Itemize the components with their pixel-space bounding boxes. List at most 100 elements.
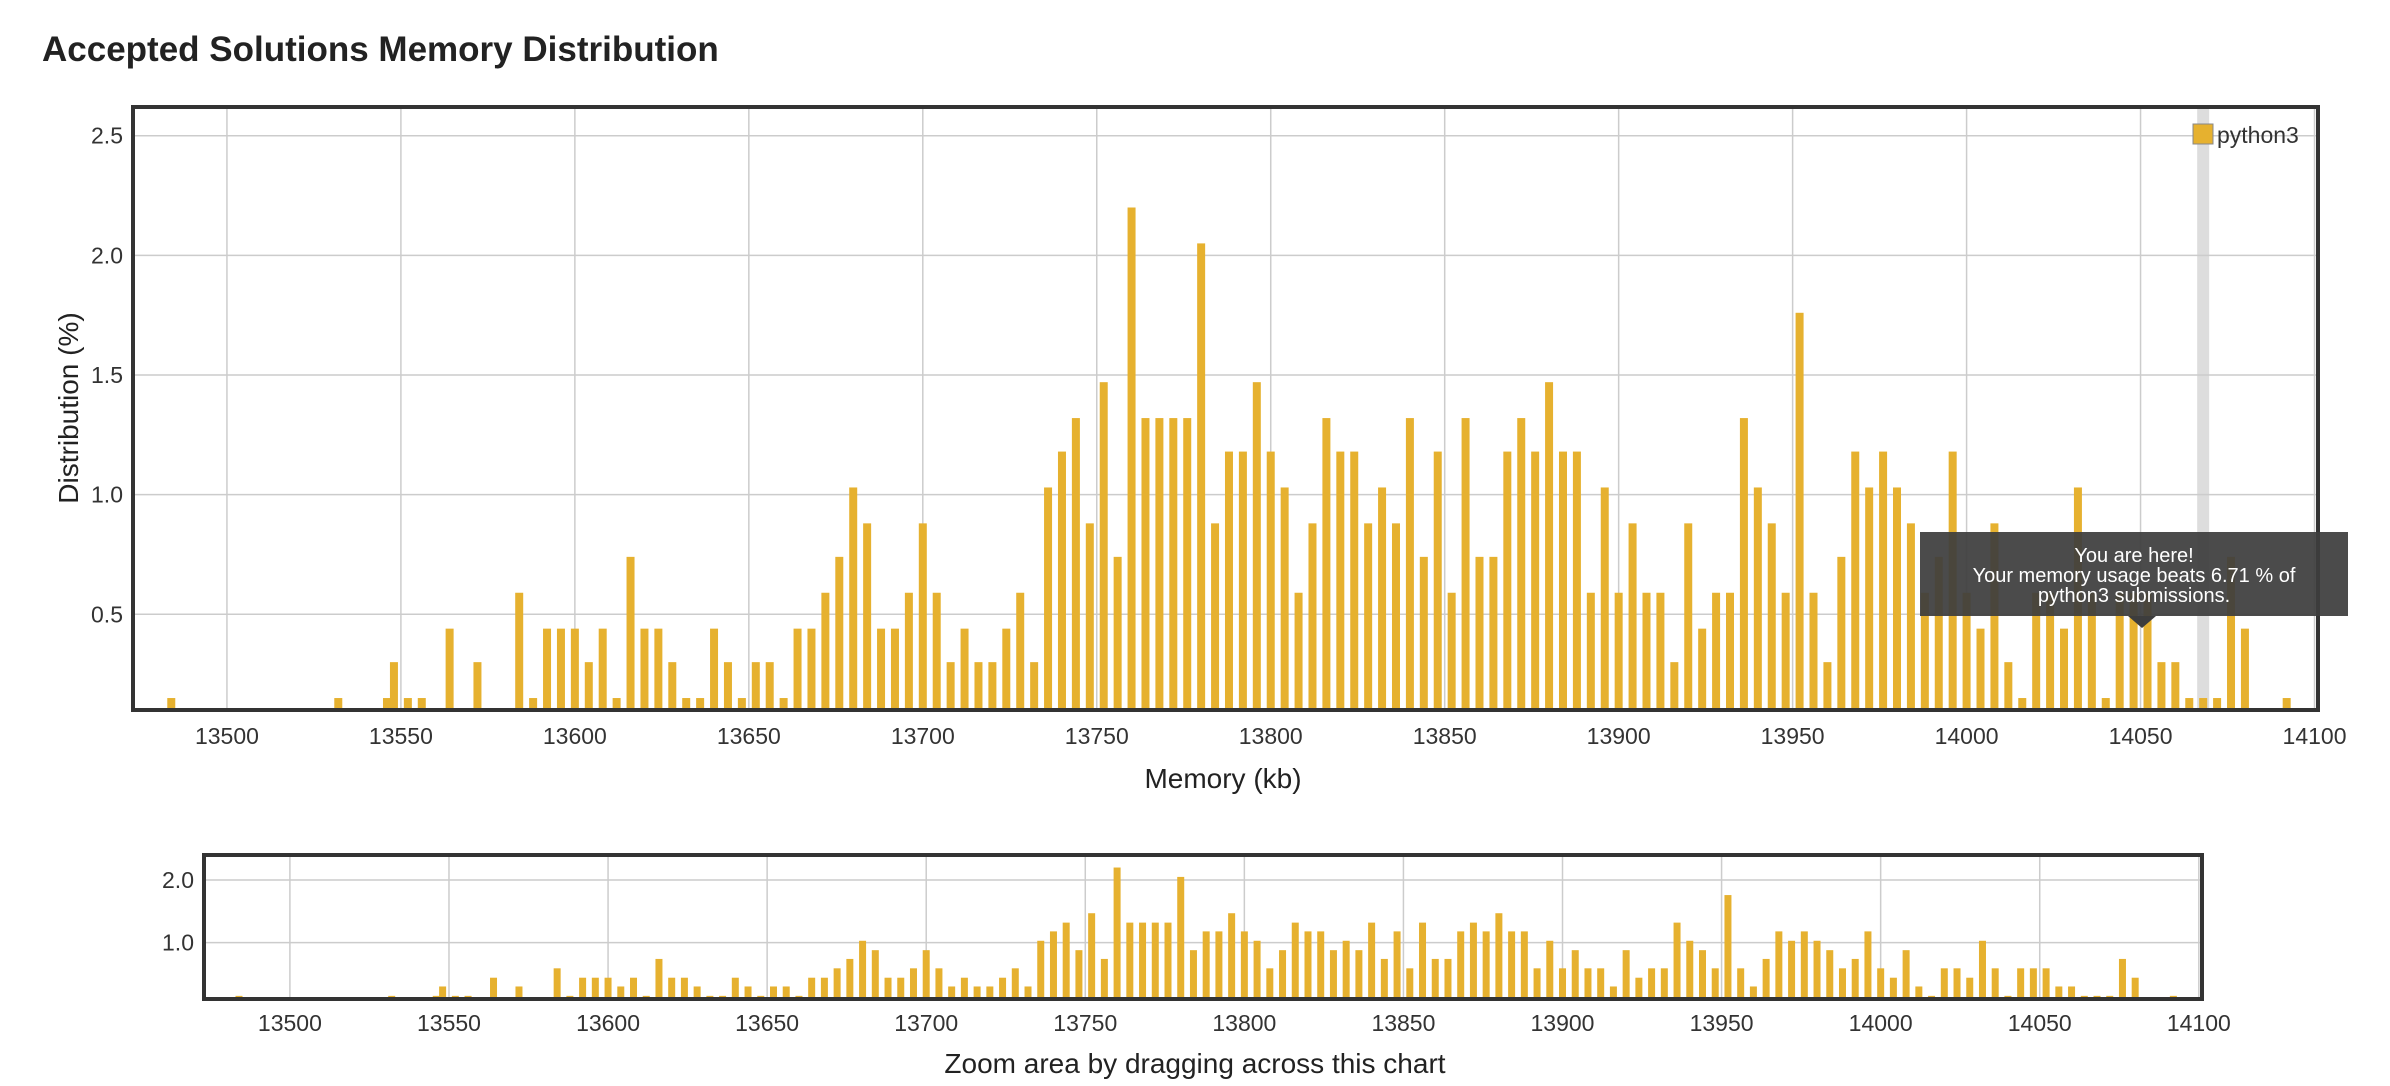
bar[interactable] bbox=[570, 628, 579, 710]
bar[interactable] bbox=[2032, 592, 2041, 710]
bar[interactable] bbox=[751, 662, 760, 710]
bar[interactable] bbox=[515, 592, 524, 710]
main-bars[interactable] bbox=[167, 207, 2291, 711]
bar[interactable] bbox=[1642, 592, 1651, 710]
bar[interactable] bbox=[1141, 418, 1150, 710]
bar[interactable] bbox=[612, 698, 621, 710]
bar[interactable] bbox=[1879, 451, 1888, 710]
bar[interactable] bbox=[1976, 628, 1985, 710]
bar[interactable] bbox=[1753, 487, 1762, 710]
bar[interactable] bbox=[2101, 698, 2110, 710]
bar[interactable] bbox=[1906, 523, 1915, 710]
bar[interactable] bbox=[2004, 662, 2013, 710]
bar[interactable] bbox=[849, 487, 858, 710]
bar[interactable] bbox=[1531, 451, 1540, 710]
bar[interactable] bbox=[1517, 418, 1526, 710]
legend-label-python3[interactable]: python3 bbox=[2217, 122, 2299, 148]
bar[interactable] bbox=[1893, 487, 1902, 710]
bar[interactable] bbox=[1197, 243, 1206, 710]
bar[interactable] bbox=[584, 662, 593, 710]
bar[interactable] bbox=[1545, 382, 1554, 710]
legend[interactable]: python3 bbox=[2192, 122, 2299, 148]
bar[interactable] bbox=[556, 628, 565, 710]
bar[interactable] bbox=[1712, 592, 1721, 710]
bar[interactable] bbox=[765, 662, 774, 710]
bar[interactable] bbox=[1558, 451, 1567, 710]
bar[interactable] bbox=[723, 662, 732, 710]
bar[interactable] bbox=[835, 556, 844, 710]
bar[interactable] bbox=[1405, 418, 1414, 710]
bar[interactable] bbox=[779, 698, 788, 710]
bar[interactable] bbox=[1280, 487, 1289, 710]
bar[interactable] bbox=[1252, 382, 1261, 710]
bar[interactable] bbox=[1433, 451, 1442, 710]
bar[interactable] bbox=[1099, 382, 1108, 710]
bar[interactable] bbox=[1378, 487, 1387, 710]
bar[interactable] bbox=[1057, 451, 1066, 710]
bar[interactable] bbox=[529, 698, 538, 710]
bar[interactable] bbox=[1155, 418, 1164, 710]
bar[interactable] bbox=[1447, 592, 1456, 710]
bar[interactable] bbox=[710, 628, 719, 710]
bar[interactable] bbox=[1475, 556, 1484, 710]
bar[interactable] bbox=[1336, 451, 1345, 710]
bar[interactable] bbox=[2171, 662, 2180, 710]
bar[interactable] bbox=[2282, 698, 2291, 710]
bar[interactable] bbox=[1920, 592, 1929, 710]
bar[interactable] bbox=[863, 523, 872, 710]
bar[interactable] bbox=[626, 556, 635, 710]
bar[interactable] bbox=[1266, 451, 1275, 710]
bar[interactable] bbox=[1684, 523, 1693, 710]
bar[interactable] bbox=[1294, 592, 1303, 710]
bar[interactable] bbox=[1461, 418, 1470, 710]
bar[interactable] bbox=[2129, 592, 2138, 710]
bar[interactable] bbox=[1781, 592, 1790, 710]
bar[interactable] bbox=[403, 698, 412, 710]
bar[interactable] bbox=[737, 698, 746, 710]
bar[interactable] bbox=[2115, 592, 2124, 710]
bar[interactable] bbox=[543, 628, 552, 710]
bar[interactable] bbox=[1586, 592, 1595, 710]
legend-swatch[interactable] bbox=[2192, 123, 2214, 145]
bar[interactable] bbox=[1600, 487, 1609, 710]
bar[interactable] bbox=[1725, 592, 1734, 710]
navigator-plot[interactable]: 13500 13550 13600 13650 13700 13750 13800 13850… bbox=[162, 853, 2231, 1079]
bar[interactable] bbox=[1767, 523, 1776, 710]
bar[interactable] bbox=[2240, 628, 2249, 710]
bar[interactable] bbox=[1572, 451, 1581, 710]
bar[interactable] bbox=[445, 628, 454, 710]
bar[interactable] bbox=[1071, 418, 1080, 710]
bar[interactable] bbox=[2157, 662, 2166, 710]
bar[interactable] bbox=[960, 628, 969, 710]
bar[interactable] bbox=[821, 592, 830, 710]
bar[interactable] bbox=[1085, 523, 1094, 710]
bar[interactable] bbox=[640, 628, 649, 710]
bar[interactable] bbox=[167, 698, 176, 710]
bar[interactable] bbox=[1809, 592, 1818, 710]
bar[interactable] bbox=[1670, 662, 1679, 710]
bar[interactable] bbox=[417, 698, 426, 710]
bar[interactable] bbox=[1489, 556, 1498, 710]
bar[interactable] bbox=[1628, 523, 1637, 710]
bar[interactable] bbox=[877, 628, 886, 710]
bar[interactable] bbox=[1211, 523, 1220, 710]
bar[interactable] bbox=[2046, 592, 2055, 710]
bar[interactable] bbox=[918, 523, 927, 710]
bar[interactable] bbox=[946, 662, 955, 710]
bar[interactable] bbox=[890, 628, 899, 710]
bar[interactable] bbox=[2213, 698, 2222, 710]
bar[interactable] bbox=[473, 662, 482, 710]
bar[interactable] bbox=[1851, 451, 1860, 710]
bar[interactable] bbox=[1962, 592, 1971, 710]
bar[interactable] bbox=[668, 662, 677, 710]
bar[interactable] bbox=[334, 698, 343, 710]
bar[interactable] bbox=[988, 662, 997, 710]
bar[interactable] bbox=[1795, 312, 1804, 710]
bar[interactable] bbox=[682, 698, 691, 710]
bar[interactable] bbox=[654, 628, 663, 710]
bar[interactable] bbox=[1224, 451, 1233, 710]
bar[interactable] bbox=[1044, 487, 1053, 710]
bar[interactable] bbox=[1739, 418, 1748, 710]
bar[interactable] bbox=[1614, 592, 1623, 710]
